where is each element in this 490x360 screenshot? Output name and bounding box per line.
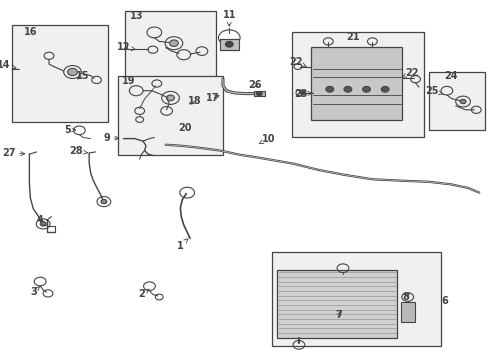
- Bar: [429, 72, 485, 130]
- Text: 13: 13: [129, 11, 143, 21]
- Bar: [277, 270, 397, 338]
- Text: 17: 17: [206, 93, 220, 103]
- Text: 23: 23: [294, 89, 312, 99]
- Circle shape: [68, 68, 77, 76]
- Circle shape: [363, 86, 370, 92]
- Circle shape: [167, 95, 174, 101]
- Circle shape: [326, 86, 334, 92]
- Text: 4: 4: [37, 215, 47, 226]
- Bar: [125, 11, 216, 79]
- Text: 7: 7: [336, 310, 343, 320]
- Bar: [311, 47, 402, 120]
- Circle shape: [300, 91, 305, 95]
- Text: 18: 18: [188, 96, 202, 106]
- Circle shape: [381, 86, 389, 92]
- Bar: [12, 25, 108, 122]
- Text: 8: 8: [402, 292, 409, 302]
- Text: 10: 10: [259, 134, 275, 144]
- Text: 2: 2: [139, 289, 149, 300]
- Text: 14: 14: [0, 60, 16, 70]
- Text: 22: 22: [402, 68, 418, 78]
- Text: 21: 21: [346, 32, 360, 42]
- Circle shape: [344, 86, 352, 92]
- Bar: [401, 302, 415, 322]
- Text: 3: 3: [30, 287, 40, 297]
- Text: 27: 27: [2, 148, 24, 158]
- Circle shape: [225, 41, 233, 47]
- Text: 5: 5: [64, 125, 76, 135]
- Text: 1: 1: [177, 239, 188, 251]
- Bar: [272, 252, 441, 346]
- Text: 16: 16: [24, 27, 38, 37]
- Bar: [220, 39, 239, 50]
- Text: 20: 20: [178, 123, 192, 133]
- Text: 24: 24: [444, 71, 458, 81]
- Text: 15: 15: [75, 71, 89, 81]
- Bar: [292, 32, 424, 137]
- Text: 19: 19: [122, 76, 135, 86]
- Text: 25: 25: [425, 86, 443, 96]
- Bar: [254, 91, 265, 96]
- Circle shape: [101, 199, 107, 204]
- Text: 22: 22: [290, 57, 306, 67]
- Circle shape: [256, 91, 262, 96]
- Text: 11: 11: [222, 10, 236, 26]
- Text: 28: 28: [69, 146, 87, 156]
- Text: 6: 6: [441, 296, 448, 306]
- Bar: [118, 76, 223, 155]
- Text: 12: 12: [117, 42, 135, 52]
- Circle shape: [460, 99, 466, 104]
- Circle shape: [40, 222, 46, 226]
- Text: 26: 26: [248, 80, 262, 90]
- Circle shape: [170, 40, 178, 46]
- Text: 9: 9: [103, 132, 119, 143]
